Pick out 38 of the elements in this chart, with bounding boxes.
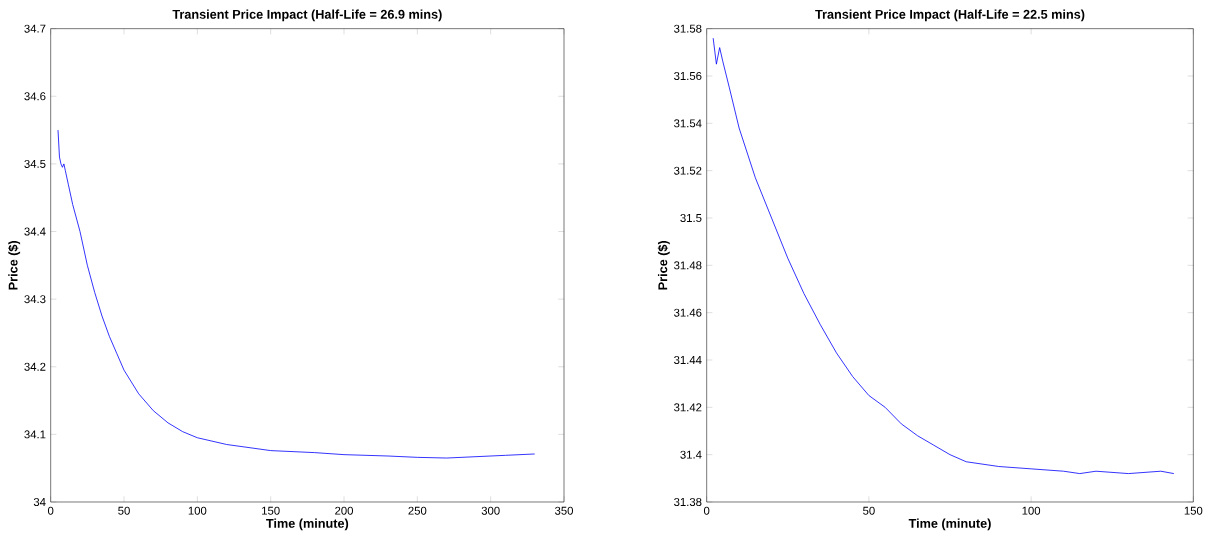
x-tick-label: 300: [481, 506, 500, 515]
y-tick-label: 34.2: [24, 362, 46, 371]
y-axis-title: Price ($): [657, 240, 670, 290]
y-tick-label: 31.44: [674, 355, 702, 364]
y-tick-label: 31.56: [674, 71, 702, 80]
y-tick-label: 31.54: [674, 119, 702, 128]
x-axis-title: Time (minute): [266, 518, 349, 531]
x-tick-label: 100: [1022, 506, 1041, 515]
y-tick-label: 31.38: [674, 497, 702, 506]
chart-title: Transient Price Impact (Half-Life = 22.5 mins): [815, 9, 1085, 22]
y-tick-label: 31.46: [674, 308, 702, 317]
y-axis-title: Price ($): [8, 240, 21, 290]
x-tick-label: 100: [188, 506, 207, 515]
y-tick-label: 31.5: [680, 213, 702, 222]
y-tick-label: 34.5: [24, 159, 46, 168]
x-tick-label: 350: [554, 506, 574, 515]
y-tick-label: 34.7: [24, 24, 46, 33]
y-tick-label: 34.4: [24, 227, 46, 236]
x-tick-label: 50: [863, 506, 875, 515]
y-tick-label: 31.4: [680, 450, 702, 459]
x-axis-title: Time (minute): [908, 518, 991, 531]
chart-title: Transient Price Impact (Half-Life = 26.9 mins): [172, 9, 442, 22]
x-tick-label: 150: [1184, 506, 1203, 515]
x-tick-label: 200: [335, 506, 354, 515]
y-tick-label: 34.6: [24, 92, 46, 101]
y-tick-label: 34: [33, 497, 46, 506]
y-tick-label: 31.42: [674, 403, 702, 412]
line-series: [57, 129, 536, 459]
x-tick-label: 0: [703, 506, 710, 515]
x-tick-label: 150: [262, 506, 280, 515]
x-tick-label: 50: [118, 506, 130, 515]
y-tick-label: 34.1: [24, 430, 46, 439]
y-tick-label: 31.58: [674, 24, 702, 33]
y-tick-label: 34.3: [24, 295, 46, 304]
y-tick-label: 31.48: [674, 261, 702, 270]
x-tick-label: 0: [47, 506, 54, 515]
y-tick-label: 31.52: [674, 166, 702, 175]
x-tick-label: 250: [408, 506, 427, 515]
